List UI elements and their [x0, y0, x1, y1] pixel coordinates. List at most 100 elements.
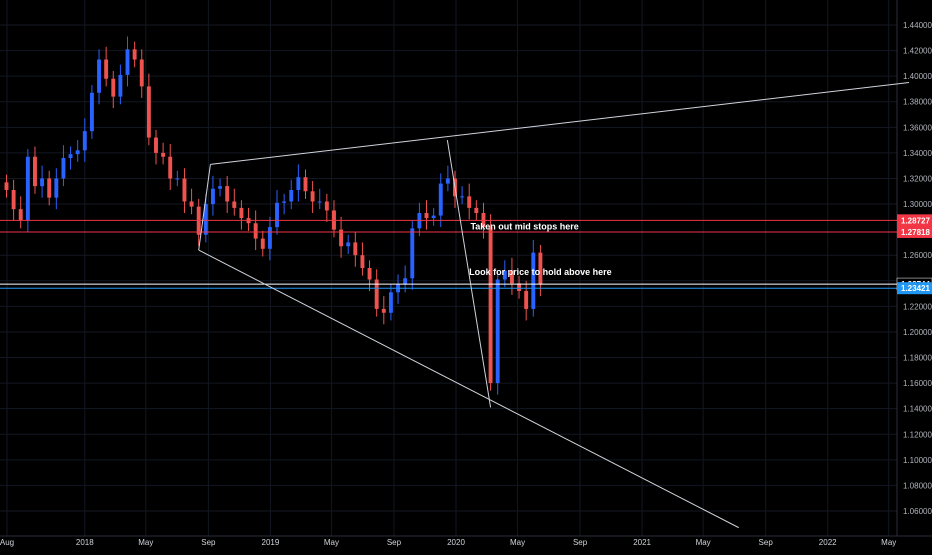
y-tick-label: 1.36000 — [903, 123, 932, 132]
candle-body — [125, 49, 130, 75]
price-label-box — [897, 225, 932, 238]
candle-body — [203, 204, 208, 235]
annotation-text[interactable]: Look for price to hold above here — [469, 267, 612, 277]
candle-body — [82, 131, 87, 151]
candle-body — [146, 86, 151, 138]
x-tick-label: 2020 — [447, 538, 465, 547]
x-tick-label: Aug — [0, 538, 14, 547]
x-tick-label: May — [138, 538, 153, 547]
candle-body — [168, 156, 173, 179]
y-tick-label: 1.38000 — [903, 98, 932, 107]
candle-body — [310, 191, 315, 202]
candle-body — [424, 213, 429, 219]
price-label-box — [897, 214, 932, 227]
y-tick-label: 1.40000 — [903, 72, 932, 81]
candle-body — [495, 279, 500, 384]
x-tick-label: May — [696, 538, 711, 547]
y-tick-label: 1.14000 — [903, 405, 932, 414]
candle-body — [445, 178, 450, 184]
candle-body — [18, 209, 23, 221]
candle-body — [111, 78, 116, 97]
candle-body — [282, 201, 287, 203]
x-tick-label: Sep — [201, 538, 216, 547]
y-tick-label: 1.16000 — [903, 379, 932, 388]
candle-body — [360, 255, 365, 268]
candle-body — [33, 156, 37, 187]
candle-body — [232, 201, 237, 208]
candle-body — [381, 308, 386, 313]
annotation-text[interactable]: Taken out mid stops here — [470, 221, 578, 231]
price-label-text: 1.27818 — [901, 228, 930, 237]
price-label-box — [897, 282, 932, 295]
trendline[interactable] — [446, 140, 492, 408]
x-tick-label: May — [881, 538, 896, 547]
y-tick-label: 1.10000 — [903, 456, 932, 465]
candle-body — [517, 283, 522, 292]
x-tick-label: Sep — [387, 538, 402, 547]
x-tick-label: 2021 — [633, 538, 651, 547]
candle-body — [502, 270, 507, 280]
trendline[interactable] — [198, 249, 739, 529]
trendlines[interactable] — [198, 82, 910, 529]
x-tick-label: 2018 — [76, 538, 94, 547]
candle-body — [460, 196, 465, 198]
y-tick-label: 1.22000 — [903, 302, 932, 311]
candle-body — [388, 292, 393, 313]
candle-body — [317, 201, 322, 203]
candle-body — [509, 270, 514, 284]
y-tick-label: 1.06000 — [903, 507, 932, 516]
annotations[interactable]: Taken out mid stops here Look for price t… — [469, 221, 612, 276]
candle-body — [531, 252, 536, 309]
y-tick-label: 1.30000 — [903, 200, 932, 209]
candle-body — [410, 228, 415, 279]
x-axis-ticks: Aug 2018 May Sep 2019 May Sep 2020 May Sep 2021 May… — [0, 538, 896, 547]
y-tick-label: 1.34000 — [903, 149, 932, 158]
candle-body — [54, 178, 59, 198]
trendline[interactable] — [210, 82, 910, 165]
x-tick-label: May — [324, 538, 339, 547]
candle-body — [189, 201, 194, 207]
candle-body — [97, 59, 101, 93]
candle-body — [488, 227, 493, 384]
x-tick-label: 2022 — [819, 538, 837, 547]
candle-body — [239, 207, 244, 219]
trendline[interactable] — [198, 164, 211, 251]
x-tick-label: Sep — [759, 538, 774, 547]
candle-body — [403, 278, 408, 285]
candle-body — [324, 201, 329, 211]
candles — [4, 36, 543, 395]
y-tick-label: 1.42000 — [903, 47, 932, 56]
candle-body — [275, 202, 279, 228]
candle-body — [61, 158, 66, 179]
candle-body — [524, 291, 529, 309]
y-tick-label: 1.12000 — [903, 430, 932, 439]
candle-body — [139, 59, 144, 87]
candle-body — [161, 152, 166, 157]
grid — [0, 0, 897, 536]
candle-body — [267, 227, 272, 249]
candle-body — [89, 92, 94, 132]
x-tick-label: Sep — [573, 538, 588, 547]
candle-body — [182, 178, 187, 202]
candle-body — [296, 177, 301, 190]
candle-body — [210, 188, 215, 205]
candle-body — [11, 189, 16, 210]
candle-body — [4, 182, 9, 190]
candle-body — [346, 242, 351, 247]
candle-body — [353, 242, 358, 256]
candle-body — [47, 178, 52, 198]
horizontal-levels[interactable] — [0, 219, 897, 289]
candle-body — [538, 252, 543, 285]
candle-body — [339, 229, 344, 247]
candle-body — [68, 154, 73, 159]
x-tick-label: May — [510, 538, 525, 547]
axes — [0, 0, 932, 537]
candle-body — [218, 186, 223, 189]
y-tick-label: 1.20000 — [903, 328, 932, 337]
candle-body — [374, 279, 379, 309]
candle-body — [438, 183, 443, 216]
